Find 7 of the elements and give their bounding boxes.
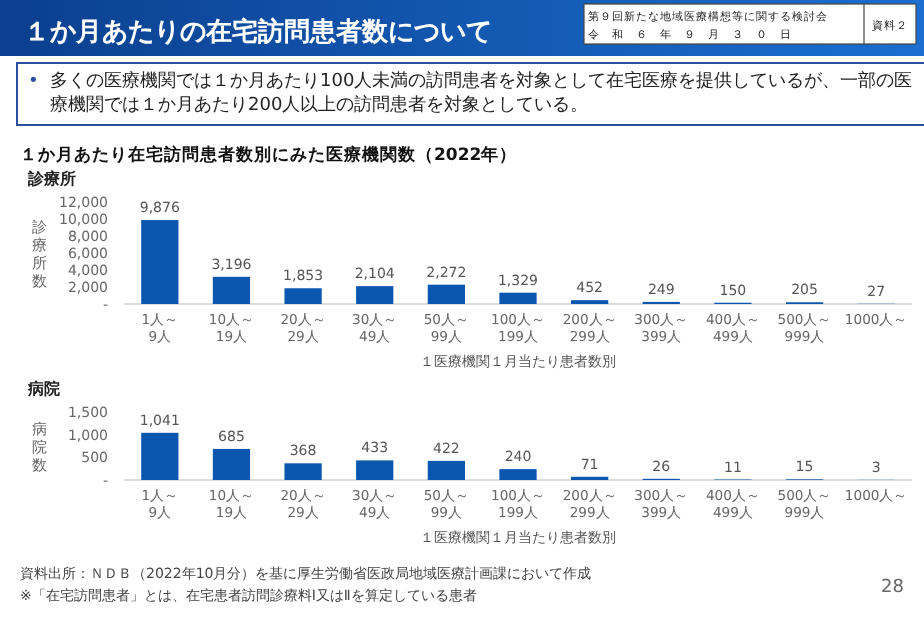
chart-title: 病院 (26, 380, 60, 398)
text: 28 (881, 578, 905, 598)
text: １か月あたりの在宅訪問患者数について (24, 16, 492, 48)
text: 多くの医療機関では１か月あたり100人未満の訪問患者を対象として在宅医療を提供しているが、一部の医療機関では１か月あたり200人以上の訪問患者を対象としている。 (50, 72, 913, 116)
text: • (28, 70, 39, 94)
chart-title: 診療所 (26, 168, 76, 188)
text: １か月あたり在宅訪問患者数別にみた医療機関数（2022年） (20, 144, 518, 166)
